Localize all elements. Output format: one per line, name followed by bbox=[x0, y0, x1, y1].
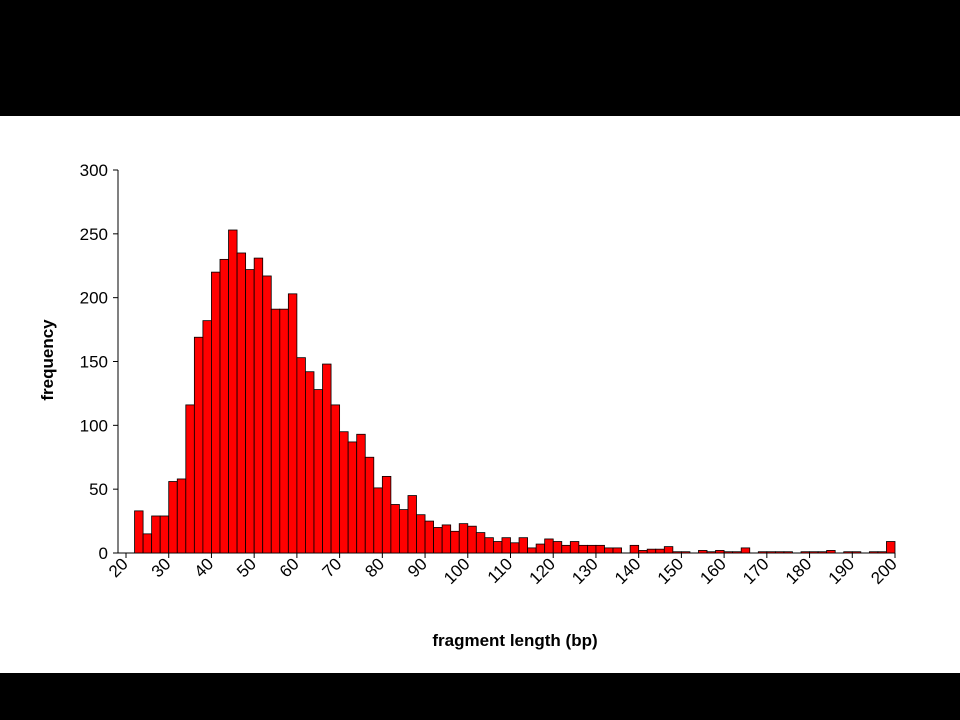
y-tick-label: 150 bbox=[80, 353, 108, 372]
bar bbox=[698, 550, 708, 554]
bar bbox=[407, 495, 417, 554]
bar bbox=[347, 441, 358, 554]
y-tick-label: 50 bbox=[89, 480, 108, 499]
bar bbox=[176, 478, 187, 554]
bar bbox=[390, 504, 400, 554]
bar bbox=[441, 524, 452, 554]
slide-body bbox=[0, 116, 960, 673]
bar bbox=[416, 514, 426, 554]
bar bbox=[339, 431, 349, 554]
bar bbox=[766, 551, 776, 554]
bar bbox=[373, 487, 383, 554]
bar bbox=[219, 258, 229, 554]
bar bbox=[587, 544, 597, 554]
bar bbox=[364, 456, 375, 554]
bar bbox=[202, 320, 212, 554]
bar bbox=[612, 547, 622, 554]
y-tick-label: 100 bbox=[80, 416, 108, 435]
bar bbox=[211, 271, 221, 554]
bar bbox=[706, 551, 716, 554]
bar bbox=[296, 357, 306, 554]
bar bbox=[544, 538, 554, 554]
bar bbox=[168, 481, 178, 554]
bar bbox=[535, 543, 546, 554]
bar bbox=[381, 475, 392, 554]
bar bbox=[561, 544, 571, 554]
bar bbox=[740, 547, 751, 554]
bar bbox=[356, 433, 366, 554]
bar bbox=[493, 541, 503, 554]
bar bbox=[663, 546, 674, 554]
bar bbox=[638, 550, 648, 554]
x-axis-label: fragment length (bp) bbox=[432, 631, 597, 650]
bar bbox=[305, 371, 315, 554]
bar bbox=[800, 551, 810, 554]
bar bbox=[774, 551, 785, 554]
bar bbox=[552, 541, 563, 554]
bar bbox=[783, 551, 793, 554]
bar bbox=[732, 551, 742, 554]
bar bbox=[655, 548, 665, 554]
bar bbox=[578, 544, 588, 554]
bar bbox=[757, 551, 768, 554]
bar bbox=[262, 275, 272, 554]
bar bbox=[475, 532, 486, 554]
bar bbox=[629, 544, 640, 554]
bar bbox=[330, 404, 341, 554]
bar bbox=[134, 510, 144, 554]
bar bbox=[433, 527, 443, 554]
y-tick-label: 200 bbox=[80, 289, 108, 308]
bar bbox=[510, 542, 520, 554]
bar bbox=[322, 363, 332, 554]
bar bbox=[142, 533, 153, 554]
bar bbox=[253, 257, 264, 554]
bar bbox=[851, 551, 862, 554]
bar bbox=[604, 547, 614, 554]
bar bbox=[518, 537, 528, 554]
bar bbox=[723, 551, 734, 554]
bar bbox=[868, 551, 879, 554]
bar bbox=[843, 551, 853, 554]
bar bbox=[279, 308, 289, 554]
bar bbox=[877, 551, 887, 554]
bar bbox=[672, 551, 682, 554]
y-tick-label: 0 bbox=[99, 544, 108, 563]
bar bbox=[886, 541, 896, 554]
bar bbox=[450, 530, 460, 554]
bar bbox=[424, 520, 434, 554]
bar bbox=[270, 308, 281, 554]
bar bbox=[159, 515, 170, 554]
bar bbox=[151, 515, 161, 554]
bar bbox=[458, 523, 469, 554]
bar bbox=[245, 269, 255, 554]
y-tick-label: 250 bbox=[80, 225, 108, 244]
bar bbox=[715, 550, 725, 554]
bar bbox=[680, 551, 691, 554]
bar bbox=[809, 551, 819, 554]
bar bbox=[313, 389, 323, 554]
bar bbox=[484, 537, 494, 554]
bar bbox=[185, 404, 195, 554]
bar bbox=[287, 293, 298, 554]
bar bbox=[646, 548, 657, 554]
bar bbox=[569, 541, 580, 554]
bar bbox=[826, 550, 836, 554]
y-axis-label: frequency bbox=[38, 319, 57, 401]
bar bbox=[467, 525, 477, 554]
y-tick-label: 300 bbox=[80, 161, 108, 180]
bar bbox=[193, 336, 204, 554]
bar bbox=[595, 544, 605, 554]
bar bbox=[817, 551, 828, 554]
bar bbox=[236, 252, 247, 554]
bar bbox=[399, 509, 409, 554]
bar bbox=[228, 229, 238, 554]
bar bbox=[501, 537, 511, 554]
bar bbox=[527, 547, 537, 554]
